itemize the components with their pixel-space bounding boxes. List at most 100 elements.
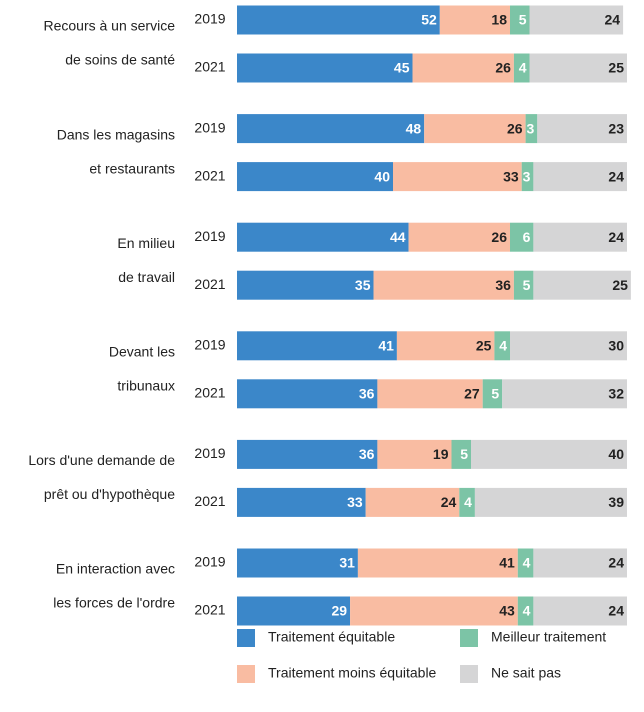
bar-segment bbox=[373, 270, 514, 300]
value-label: 26 bbox=[491, 229, 507, 245]
legend-swatch bbox=[237, 665, 255, 683]
year-label: 2021 bbox=[194, 602, 225, 618]
value-label: 39 bbox=[608, 494, 624, 510]
legend-swatch bbox=[237, 629, 255, 647]
value-label: 24 bbox=[608, 229, 624, 245]
value-label: 4 bbox=[464, 494, 472, 510]
bar-segment bbox=[350, 596, 518, 626]
value-label: 3 bbox=[523, 168, 531, 184]
bar-segment bbox=[439, 5, 510, 35]
year-label: 2019 bbox=[194, 445, 225, 461]
value-label: 52 bbox=[421, 12, 437, 28]
bar-segment bbox=[533, 596, 627, 626]
legend-label: Traitement équitable bbox=[268, 629, 395, 645]
bar-segment bbox=[502, 379, 627, 409]
value-label: 5 bbox=[491, 386, 499, 402]
bar-segment bbox=[408, 222, 510, 252]
value-label: 30 bbox=[608, 338, 624, 354]
value-label: 18 bbox=[491, 12, 507, 28]
bar-segment bbox=[451, 439, 471, 469]
value-label: 24 bbox=[605, 12, 621, 28]
year-label: 2019 bbox=[194, 119, 225, 135]
value-label: 24 bbox=[608, 555, 624, 571]
bar-segment bbox=[529, 5, 624, 35]
bar-segment bbox=[494, 331, 510, 361]
bar-segment bbox=[237, 5, 440, 35]
value-label: 41 bbox=[378, 338, 394, 354]
value-label: 6 bbox=[523, 229, 531, 245]
bar-segment bbox=[237, 487, 366, 517]
value-label: 31 bbox=[339, 555, 355, 571]
year-label: 2021 bbox=[194, 493, 225, 509]
value-label: 4 bbox=[523, 603, 531, 619]
year-label: 2019 bbox=[194, 554, 225, 570]
bar-segment bbox=[525, 114, 538, 144]
bar-segment bbox=[533, 162, 627, 192]
value-label: 3 bbox=[527, 120, 535, 136]
bar-segment bbox=[237, 596, 351, 626]
bar-segment bbox=[237, 439, 378, 469]
value-label: 43 bbox=[499, 603, 515, 619]
bar-segment bbox=[237, 331, 397, 361]
value-label: 5 bbox=[519, 12, 527, 28]
group-label: En interaction avec bbox=[56, 561, 175, 577]
legend-label: Traitement moins équitable bbox=[268, 665, 437, 681]
bar-segment bbox=[510, 222, 534, 252]
bar-segment bbox=[510, 331, 627, 361]
value-label: 26 bbox=[507, 120, 523, 136]
value-label: 24 bbox=[441, 494, 457, 510]
bar-segment bbox=[424, 114, 526, 144]
value-label: 33 bbox=[347, 494, 363, 510]
bar-segment bbox=[393, 162, 522, 192]
bar-segment bbox=[237, 114, 425, 144]
bar-segment bbox=[412, 53, 514, 83]
bar-segment bbox=[517, 548, 534, 578]
year-label: 2021 bbox=[194, 385, 225, 401]
value-label: 44 bbox=[390, 229, 406, 245]
bar-segment bbox=[513, 53, 530, 83]
value-label: 24 bbox=[608, 168, 624, 184]
value-label: 48 bbox=[406, 120, 422, 136]
value-label: 36 bbox=[359, 386, 375, 402]
value-label: 45 bbox=[394, 60, 410, 76]
year-label: 2021 bbox=[194, 276, 225, 292]
bar-segment bbox=[237, 270, 374, 300]
value-label: 25 bbox=[608, 60, 624, 76]
group-label: et restaurants bbox=[89, 160, 175, 176]
bar-segment bbox=[471, 439, 627, 469]
value-label: 33 bbox=[503, 168, 519, 184]
bar-segment bbox=[377, 379, 483, 409]
bar-segment bbox=[482, 379, 503, 409]
group-label: de soins de santé bbox=[65, 52, 175, 68]
year-label: 2019 bbox=[194, 228, 225, 244]
bar-segment bbox=[533, 548, 627, 578]
bar-segment bbox=[521, 162, 534, 192]
group-label: prêt ou d'hypothèque bbox=[44, 486, 175, 502]
bar-segment bbox=[377, 439, 452, 469]
value-label: 4 bbox=[499, 338, 507, 354]
legend-label: Ne sait pas bbox=[491, 665, 561, 681]
bar-segment bbox=[396, 331, 495, 361]
bar-segment bbox=[237, 379, 378, 409]
value-label: 23 bbox=[608, 120, 624, 136]
bar-segment bbox=[237, 162, 393, 192]
value-label: 5 bbox=[523, 277, 531, 293]
legend-swatch bbox=[460, 665, 478, 683]
group-label: Lors d'une demande de bbox=[28, 452, 175, 468]
value-label: 5 bbox=[460, 446, 468, 462]
bar-segment bbox=[237, 53, 413, 83]
value-label: 35 bbox=[355, 277, 371, 293]
value-label: 25 bbox=[476, 338, 492, 354]
value-label: 40 bbox=[374, 168, 390, 184]
year-label: 2019 bbox=[194, 11, 225, 27]
group-label: tribunaux bbox=[117, 378, 175, 394]
value-label: 24 bbox=[608, 603, 624, 619]
year-label: 2019 bbox=[194, 337, 225, 353]
group-label: Dans les magasins bbox=[57, 126, 175, 142]
value-label: 41 bbox=[499, 555, 515, 571]
group-label: Recours à un service bbox=[43, 18, 175, 34]
legend-swatch bbox=[460, 629, 478, 647]
value-label: 40 bbox=[608, 446, 624, 462]
bar-segment bbox=[513, 270, 534, 300]
bar-segment bbox=[533, 222, 627, 252]
